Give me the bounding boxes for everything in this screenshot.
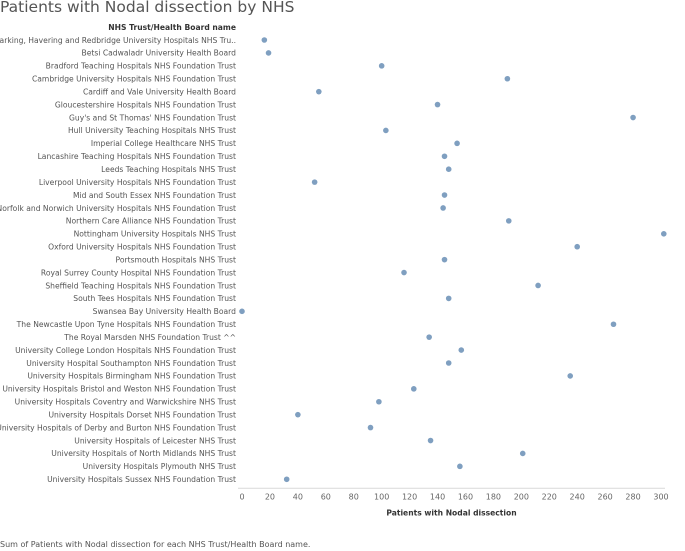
data-point[interactable] bbox=[239, 308, 245, 315]
data-point[interactable] bbox=[457, 463, 463, 470]
row-label: University Hospitals of North Midlands N… bbox=[51, 449, 236, 458]
data-point[interactable] bbox=[261, 37, 268, 43]
row-label: Leeds Teaching Hospitals NHS Trust bbox=[101, 165, 236, 174]
row-label: Gloucestershire Hospitals NHS Foundation… bbox=[55, 100, 236, 109]
row-label: Lancashire Teaching Hospitals NHS Founda… bbox=[38, 152, 236, 161]
x-axis-label: Patients with Nodal dissection bbox=[386, 508, 516, 517]
x-tick-label: 200 bbox=[514, 492, 529, 501]
row-label: Nottingham University Hospitals NHS Trus… bbox=[74, 230, 236, 239]
data-point[interactable] bbox=[630, 114, 636, 121]
data-point[interactable] bbox=[445, 166, 452, 172]
row-label: University Hospitals of Leicester NHS Tr… bbox=[74, 436, 236, 445]
data-point[interactable] bbox=[610, 321, 617, 328]
x-tick-label: 240 bbox=[570, 492, 585, 501]
row-label: South Tees Hospitals NHS Foundation Trus… bbox=[73, 294, 236, 303]
row-label: Swansea Bay University Health Board bbox=[93, 307, 237, 316]
x-tick-label: 140 bbox=[430, 492, 445, 501]
row-label: University Hospital Southampton NHS Foun… bbox=[26, 359, 236, 368]
row-label: Barking, Havering and Redbridge Universi… bbox=[0, 36, 236, 45]
chart-title: Patients with Nodal dissection by NHS bbox=[0, 0, 295, 16]
data-point[interactable] bbox=[505, 218, 512, 224]
data-point[interactable] bbox=[519, 450, 526, 457]
row-label: The Newcastle Upon Tyne Hospitals NHS Fo… bbox=[16, 320, 236, 329]
x-tick-label: 180 bbox=[486, 492, 501, 501]
data-point[interactable] bbox=[378, 63, 385, 69]
data-point[interactable] bbox=[574, 243, 580, 250]
x-axis: 0 20 40 60 80 100 120 140 160 180 200 220 240 260 280 3… bbox=[238, 487, 669, 501]
row-label: University Hospitals Birmingham NHS Foun… bbox=[27, 372, 236, 381]
row-label: Northern Care Alliance NHS Foundation Tr… bbox=[66, 217, 236, 226]
data-point[interactable] bbox=[427, 437, 434, 444]
x-tick-label: 80 bbox=[349, 492, 359, 501]
data-point[interactable] bbox=[283, 476, 290, 483]
x-tick-label: 100 bbox=[374, 492, 389, 501]
data-point[interactable] bbox=[434, 101, 441, 108]
row-labels: Barking, Havering and Redbridge Universi… bbox=[0, 36, 236, 484]
row-label: University Hospitals Sussex NHS Foundati… bbox=[47, 475, 236, 484]
data-point[interactable] bbox=[367, 424, 374, 431]
data-point[interactable] bbox=[441, 153, 448, 160]
x-tick-label: 280 bbox=[625, 492, 640, 501]
row-label: Hull University Teaching Hospitals NHS T… bbox=[68, 126, 236, 135]
row-label: University Hospitals of Derby and Burton… bbox=[0, 423, 236, 432]
data-point[interactable] bbox=[376, 398, 382, 405]
row-label: Norfolk and Norwich University Hospitals… bbox=[0, 204, 236, 213]
data-point[interactable] bbox=[316, 88, 322, 95]
data-point[interactable] bbox=[445, 295, 452, 302]
row-label: Sheffield Teaching Hospitals NHS Foundat… bbox=[45, 281, 236, 290]
row-label: Portsmouth Hospitals NHS Trust bbox=[116, 255, 236, 264]
x-tick-label: 60 bbox=[321, 492, 331, 501]
data-point[interactable] bbox=[401, 269, 407, 276]
data-point[interactable] bbox=[265, 50, 272, 56]
row-label: Liverpool University Hospitals NHS Found… bbox=[39, 178, 236, 187]
x-tick-label: 20 bbox=[265, 492, 275, 501]
x-tick-label: 260 bbox=[597, 492, 612, 501]
data-point[interactable] bbox=[311, 179, 318, 185]
data-point[interactable] bbox=[504, 75, 511, 82]
data-point[interactable] bbox=[410, 386, 417, 392]
row-label: University Hospitals Bristol and Weston … bbox=[2, 385, 236, 394]
row-label: University Hospitals Dorset NHS Foundati… bbox=[48, 410, 236, 419]
row-label: University Hospitals Plymouth NHS Trust bbox=[83, 462, 236, 471]
x-tick-label: 220 bbox=[542, 492, 557, 501]
row-label: The Royal Marsden NHS Foundation Trust ^… bbox=[63, 333, 236, 342]
data-point[interactable] bbox=[458, 347, 465, 353]
x-tick-label: 300 bbox=[653, 492, 668, 501]
data-point[interactable] bbox=[426, 334, 432, 340]
row-label: University Hospitals Coventry and Warwic… bbox=[15, 398, 236, 407]
row-label: Betsi Cadwaladr University Health Board bbox=[82, 49, 237, 58]
x-tick-label: 120 bbox=[402, 492, 417, 501]
data-points bbox=[239, 37, 667, 483]
x-tick-label: 40 bbox=[293, 492, 303, 501]
x-tick-label: 0 bbox=[239, 492, 244, 501]
data-point[interactable] bbox=[441, 192, 448, 198]
row-label: Guy's and St Thomas' NHS Foundation Trus… bbox=[69, 113, 236, 122]
row-label: Bradford Teaching Hospitals NHS Foundati… bbox=[46, 62, 236, 71]
data-point[interactable] bbox=[383, 127, 389, 134]
data-point[interactable] bbox=[535, 282, 541, 289]
row-label: Imperial College Healthcare NHS Trust bbox=[91, 139, 236, 148]
row-label: University College London Hospitals NHS … bbox=[15, 346, 236, 355]
data-point[interactable] bbox=[295, 411, 301, 418]
data-point[interactable] bbox=[567, 373, 574, 379]
row-label: Oxford University Hospitals NHS Foundati… bbox=[48, 243, 236, 252]
data-point[interactable] bbox=[445, 360, 452, 366]
row-label: Cambridge University Hospitals NHS Found… bbox=[32, 75, 236, 84]
data-point[interactable] bbox=[440, 205, 446, 211]
data-point[interactable] bbox=[660, 231, 667, 237]
row-label: Mid and South Essex NHS Foundation Trust bbox=[73, 191, 236, 200]
row-header: NHS Trust/Health Board name bbox=[108, 23, 236, 32]
x-tick-label: 160 bbox=[458, 492, 473, 501]
data-point[interactable] bbox=[441, 256, 448, 263]
data-point[interactable] bbox=[454, 140, 460, 147]
row-label: Royal Surrey County Hospital NHS Foundat… bbox=[41, 268, 236, 277]
row-label: Cardiff and Vale University Health Board bbox=[83, 87, 236, 96]
chart-footnote: Sum of Patients with Nodal dissection fo… bbox=[0, 540, 311, 549]
